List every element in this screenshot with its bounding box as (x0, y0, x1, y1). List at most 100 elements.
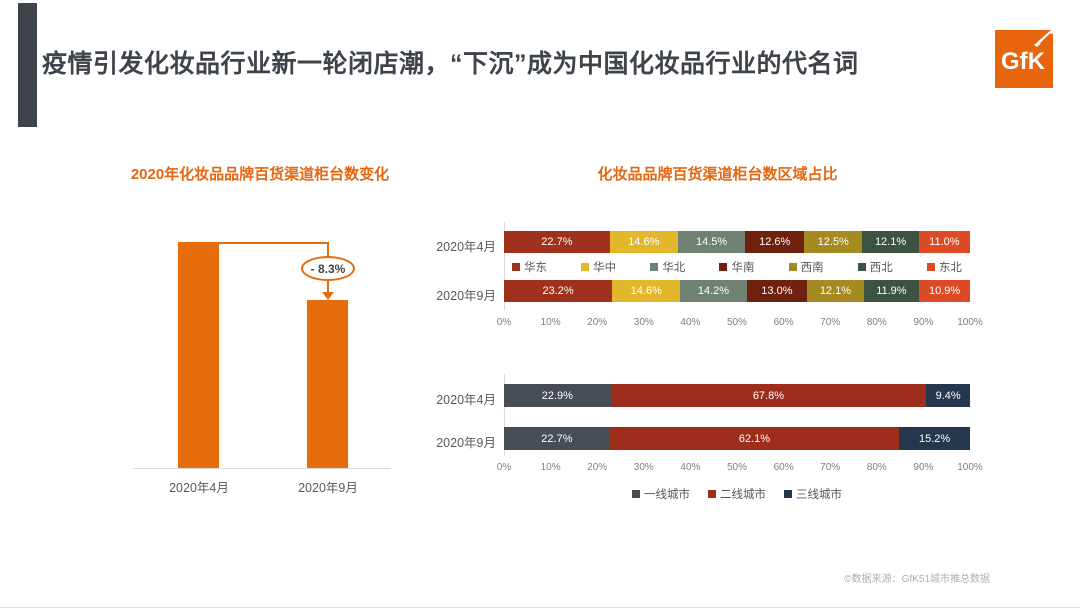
bar-segment-东北: 11.0% (918, 231, 970, 253)
bar-segment-华北: 14.2% (680, 280, 747, 302)
title-accent-bar (18, 3, 37, 127)
bar-segment-二线城市: 67.8% (610, 384, 927, 407)
axis-tick: 20% (587, 462, 608, 473)
bar-segment-西北: 11.9% (863, 280, 920, 302)
legend-swatch-icon (857, 263, 866, 271)
axis-tick: 70% (820, 317, 841, 328)
legend-label: 华东 (524, 262, 547, 274)
legend-label: 一线城市 (644, 489, 690, 501)
legend-item-二线城市: 二线城市 (708, 486, 766, 502)
axis-tick: 10% (540, 317, 561, 328)
legend-label: 华中 (593, 262, 617, 274)
legend-label: 西北 (869, 262, 893, 274)
bar-segment-一线城市: 22.9% (504, 384, 611, 407)
change-badge: - 8.3% (301, 256, 355, 281)
axis-tick: 50% (726, 462, 748, 473)
region-legend: 华东 华中 华北 华南 西南 西北 东北 (504, 259, 970, 275)
axis-tick: 0% (496, 462, 512, 473)
x-tick-2020-04: 2020年4月 (169, 481, 229, 495)
bar-segment-华东: 22.7% (504, 231, 610, 253)
bar-segment-东北: 10.9% (919, 280, 970, 302)
legend-item-华东: 华东 (512, 259, 547, 275)
left-chart-title: 2020年化妆品品牌百货渠道柜台数变化 (130, 166, 390, 183)
region-row-label-sep: 2020年9月 (436, 289, 496, 303)
region-row-label-apr: 2020年4月 (436, 240, 496, 254)
legend-item-东北: 东北 (926, 259, 962, 275)
legend-label: 华北 (662, 262, 686, 274)
bar-segment-华北: 14.5% (677, 231, 746, 253)
tier-row-label-apr: 2020年4月 (436, 393, 496, 407)
change-connector-line (178, 242, 329, 244)
tier-row-label-sep: 2020年9月 (436, 436, 496, 450)
legend-label: 二线城市 (720, 489, 766, 501)
legend-item-一线城市: 一线城市 (632, 486, 690, 502)
legend-label: 东北 (938, 262, 962, 274)
axis-tick: 30% (633, 317, 654, 328)
legend-item-华南: 华南 (719, 259, 754, 275)
bar-segment-三线城市: 9.4% (926, 384, 970, 407)
legend-swatch-icon (650, 263, 659, 271)
tier-x-axis: 0% 10% 20% 30% 40% 50% 60% 70% 80% 90% 100% (497, 462, 983, 476)
axis-tick: 30% (633, 462, 654, 473)
legend-swatch-icon (926, 263, 935, 271)
arrow-down-icon (322, 292, 334, 300)
region-axis-gridline (504, 222, 505, 310)
legend-swatch-icon (581, 263, 590, 271)
axis-tick: 10% (540, 462, 561, 473)
legend-swatch-icon (708, 490, 716, 498)
legend-swatch-icon (632, 490, 640, 498)
x-tick-2020-09: 2020年9月 (298, 481, 358, 495)
legend-swatch-icon (719, 263, 728, 271)
region-bar-2020-04: 22.7% 14.6% 14.5% 12.6% 12.5% 12.1% 11.0% (504, 231, 970, 253)
axis-tick: 90% (913, 462, 934, 473)
axis-tick: 40% (680, 317, 701, 328)
axis-tick: 60% (773, 317, 794, 328)
x-axis-baseline (133, 468, 391, 469)
axis-tick: 40% (680, 462, 701, 473)
legend-item-三线城市: 三线城市 (784, 486, 842, 502)
bar-segment-华中: 14.6% (612, 280, 681, 302)
axis-tick: 80% (866, 317, 887, 328)
legend-item-西南: 西南 (788, 259, 824, 275)
bar-segment-三线城市: 15.2% (899, 427, 970, 450)
arrow-shaft (327, 281, 329, 294)
data-source-note: ©数据来源：GfK51城市推总数据 (844, 574, 990, 585)
axis-tick: 50% (726, 317, 748, 328)
column-2020-09 (307, 300, 348, 468)
tier-bar-2020-04: 22.9% 67.8% 9.4% (504, 384, 970, 407)
bar-segment-华中: 14.6% (609, 231, 678, 253)
axis-tick: 100% (957, 462, 983, 473)
axis-tick: 70% (820, 462, 841, 473)
svg-text:GfK: GfK (1001, 48, 1046, 75)
gfk-logo: GfK (995, 30, 1053, 88)
axis-tick: 80% (866, 462, 887, 473)
axis-tick: 100% (957, 317, 983, 328)
column-2020-04 (178, 244, 219, 468)
legend-swatch-icon (784, 490, 792, 498)
bar-segment-二线城市: 62.1% (609, 427, 900, 450)
tier-legend: 一线城市 二线城市 三线城市 (504, 487, 970, 501)
region-chart-title: 化妆品品牌百货渠道柜台数区域占比 (597, 166, 838, 183)
region-bar-2020-09: 23.2% 14.6% 14.2% 13.0% 12.1% 11.9% 10.9% (504, 280, 970, 302)
legend-label: 西南 (800, 262, 824, 274)
bar-segment-华南: 13.0% (746, 280, 808, 302)
region-x-axis: 0% 10% 20% 30% 40% 50% 60% 70% 80% 90% 100% (497, 317, 983, 331)
change-connector-drop (327, 242, 329, 258)
axis-tick: 0% (496, 317, 512, 328)
legend-swatch-icon (512, 263, 520, 271)
legend-item-华中: 华中 (581, 259, 616, 275)
axis-tick: 90% (913, 317, 934, 328)
legend-swatch-icon (788, 263, 797, 271)
gfk-logo-icon: GfK (995, 30, 1053, 88)
legend-label: 华南 (731, 262, 755, 274)
legend-item-华北: 华北 (650, 259, 685, 275)
bar-segment-西南: 12.1% (807, 280, 864, 302)
legend-item-西北: 西北 (857, 259, 893, 275)
page-title: 疫情引发化妆品行业新一轮闭店潮，“下沉”成为中国化妆品行业的代名词 (42, 50, 859, 78)
axis-tick: 60% (773, 462, 794, 473)
bar-segment-华南: 12.6% (745, 231, 805, 253)
bar-segment-华东: 23.2% (504, 280, 613, 302)
tier-bar-2020-09: 22.7% 62.1% 15.2% (504, 427, 970, 450)
bar-segment-一线城市: 22.7% (504, 427, 610, 450)
